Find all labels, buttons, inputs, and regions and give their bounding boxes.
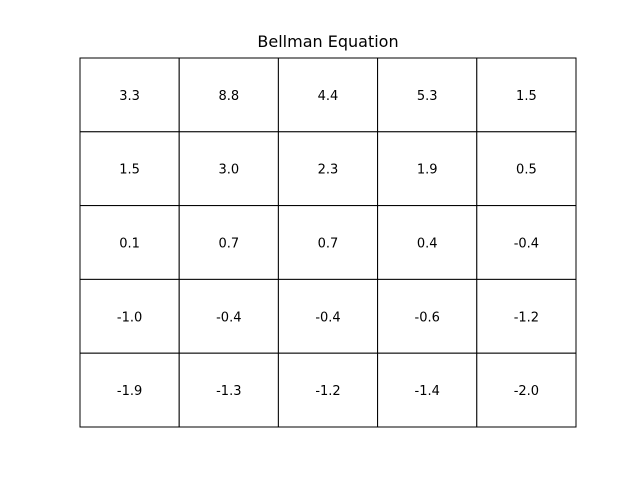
grid-cell-r1-c3 [377,131,478,207]
cell-value-r1-c1: 3.0 [218,163,239,178]
cell-value-r2-c2: 0.7 [318,237,339,252]
cell-value-r2-c0: 0.1 [119,237,140,252]
grid-cell-r1-c1 [178,131,279,207]
grid-cell-r4-c4 [476,352,577,428]
cell-value-r3-c3: -0.6 [415,310,440,325]
grid-cell-r2-c1 [178,205,279,280]
cell-value-r3-c0: -1.0 [117,310,142,325]
grid-cell-r4-c1 [178,352,279,428]
cell-value-r4-c0: -1.9 [117,384,142,399]
cell-value-r3-c4: -1.2 [514,310,539,325]
cell-value-r3-c1: -0.4 [216,310,241,325]
cell-value-r4-c2: -1.2 [315,384,340,399]
grid-cell-r1-c2 [277,131,379,207]
cell-value-r0-c4: 1.5 [516,89,537,104]
grid-cell-r2-c2 [277,205,379,280]
cell-value-r2-c3: 0.4 [417,237,438,252]
cell-value-r2-c1: 0.7 [218,237,239,252]
grid-cell-r3-c4 [476,278,577,354]
grid-cell-r2-c4 [476,205,577,280]
grid-cell-r3-c3 [377,278,478,354]
grid-cell-r4-c3 [377,352,478,428]
chart-title: Bellman Equation [257,32,399,51]
cell-value-r0-c1: 8.8 [218,89,239,104]
grid-cell-r2-c0 [79,205,180,280]
cell-value-r1-c3: 1.9 [417,163,438,178]
cell-value-r0-c0: 3.3 [119,89,140,104]
cell-value-r0-c2: 4.4 [318,89,339,104]
cell-value-r4-c3: -1.4 [415,384,440,399]
cell-value-r4-c1: -1.3 [216,384,241,399]
grid-cell-r3-c2 [277,278,379,354]
grid-cell-r2-c3 [377,205,478,280]
grid-cell-r1-c0 [79,131,180,207]
cell-value-r1-c0: 1.5 [119,163,140,178]
cell-value-r3-c2: -0.4 [315,310,340,325]
cell-value-r4-c4: -2.0 [514,384,539,399]
cell-value-r2-c4: -0.4 [514,237,539,252]
grid-cell-r0-c4 [476,57,577,133]
cell-value-r1-c2: 2.3 [318,163,339,178]
cell-value-r1-c4: 0.5 [516,163,537,178]
cell-value-r0-c3: 5.3 [417,89,438,104]
